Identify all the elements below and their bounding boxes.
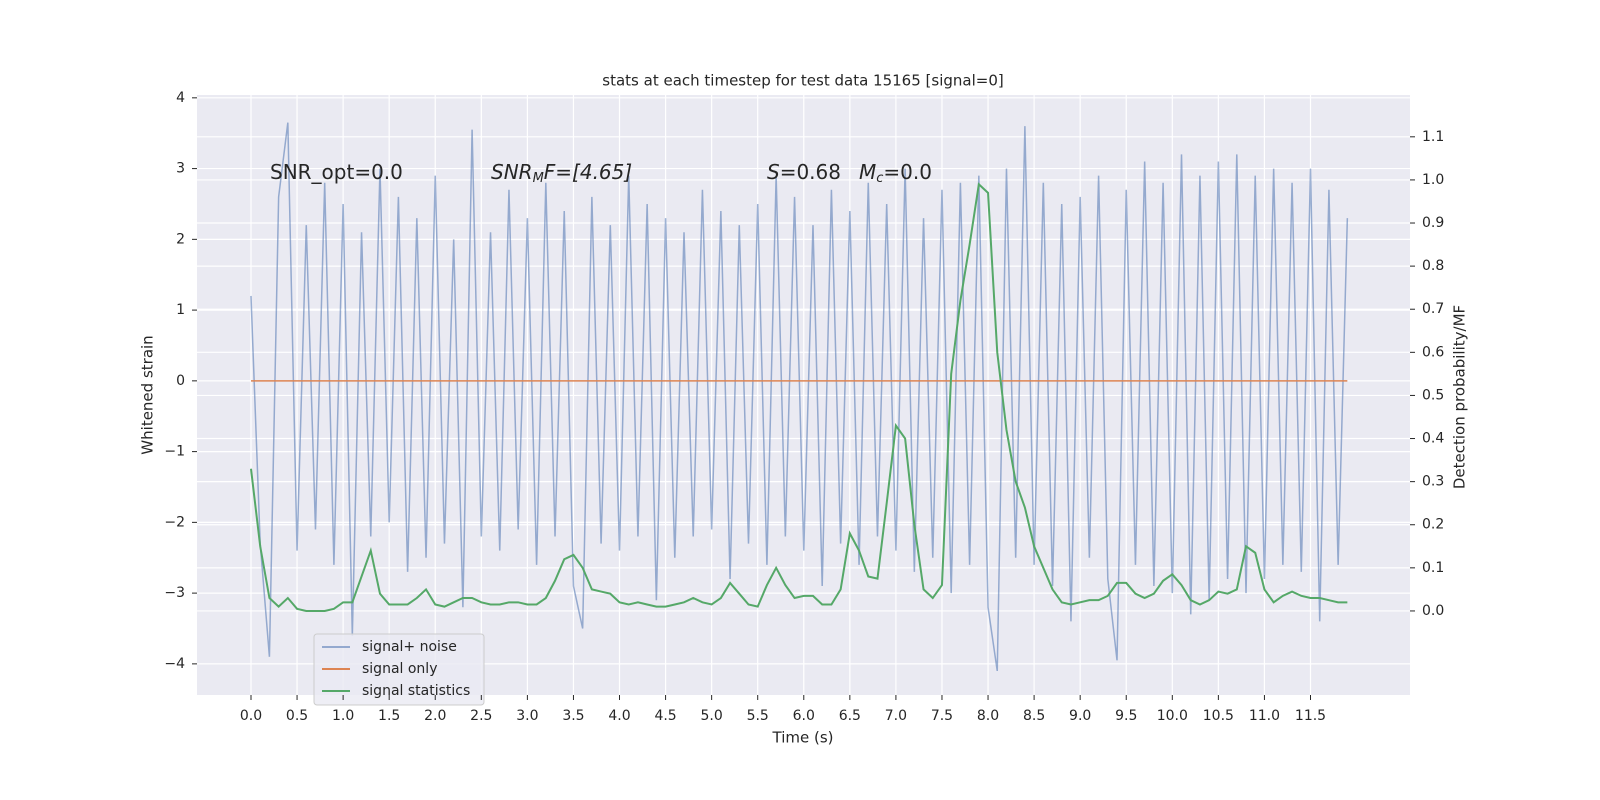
annotation-text: M [533,171,544,186]
y-tick-label: 1 [176,302,185,318]
y2-tick-label: 0.2 [1422,517,1444,533]
legend-box [313,633,485,706]
x-tick-label: 10.5 [1203,708,1234,724]
x-axis-label: Time (s) [772,729,834,747]
x-tick-label: 8.0 [977,708,999,724]
legend-label: signal only [362,661,437,677]
x-tick-label: 11.5 [1295,708,1326,724]
annotation-text: M [859,160,876,184]
y-tick-label: −1 [164,444,185,460]
y2-tick-label: 0.5 [1422,387,1444,403]
x-tick-label: 5.5 [747,708,769,724]
annotation-text: =0.68 [780,160,841,184]
x-tick-label: 9.5 [1115,708,1137,724]
y2-tick-label: 0.7 [1422,301,1444,317]
legend-label: signal statistics [362,683,470,699]
x-tick-label: 0.5 [286,708,308,724]
annotation: SNR_opt=0.0 [270,160,403,184]
x-tick-label: 8.5 [1023,708,1045,724]
y2-tick-label: 1.0 [1422,172,1444,188]
y2-tick-label: 0.1 [1422,560,1444,576]
y-tick-label: 3 [176,161,185,177]
x-tick-label: 7.5 [931,708,953,724]
x-tick-label: 6.5 [839,708,861,724]
y2-axis-label: Detection probability/MF [1451,305,1469,489]
y-tick-label: 2 [176,231,185,247]
y-tick-label: 0 [176,373,185,389]
annotation-text: SNR_opt=0.0 [270,160,403,184]
y2-tick-label: 0.9 [1422,215,1444,231]
x-tick-label: 3.5 [562,708,584,724]
series-line [250,122,1349,672]
annotation-text: F=[4.65] [544,160,632,184]
x-tick-label: 4.0 [608,708,630,724]
x-tick-label: 4.5 [654,708,676,724]
annotation-text: c [876,171,883,186]
annotation-text: =0.0 [883,160,932,184]
series-line [249,182,1348,612]
y2-tick-label: 0.4 [1422,431,1444,447]
x-tick-label: 6.0 [793,708,815,724]
annotation: SNRMF=[4.65] [491,160,632,186]
x-tick-label: 5.0 [701,708,723,724]
y2-tick-label: 0.3 [1422,474,1444,490]
annotation-text: SNR [491,160,533,184]
y2-tick-label: 0.6 [1422,344,1444,360]
y2-tick-label: 0.8 [1422,258,1444,274]
x-tick-label: 9.0 [1069,708,1091,724]
annotation-text: S [767,160,780,184]
x-tick-label: 2.0 [424,708,446,724]
y-tick-label: −4 [164,656,185,672]
x-tick-label: 3.0 [516,708,538,724]
x-tick-label: 1.0 [332,708,354,724]
chart-title: stats at each timestep for test data 151… [602,72,1003,90]
y-tick-label: −3 [164,585,185,601]
annotation: S=0.68 Mc=0.0 [767,160,932,186]
legend-label: signal+ noise [362,639,457,655]
y-tick-label: 4 [176,90,185,106]
x-tick-label: 11.0 [1249,708,1280,724]
x-tick-label: 2.5 [470,708,492,724]
y2-tick-label: 1.1 [1422,129,1444,145]
y2-tick-label: 0.0 [1422,603,1444,619]
y-axis-label: Whitened strain [139,335,157,454]
x-tick-label: 0.0 [240,708,262,724]
x-tick-label: 1.5 [378,708,400,724]
x-tick-label: 10.0 [1157,708,1188,724]
x-tick-label: 7.0 [885,708,907,724]
y-tick-label: −2 [164,514,185,530]
